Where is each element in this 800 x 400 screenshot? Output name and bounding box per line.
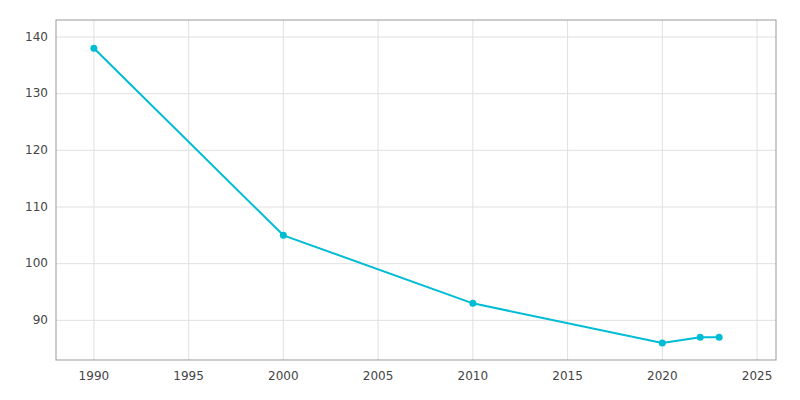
marker: [469, 300, 476, 307]
y-grid-line: [56, 150, 776, 151]
x-tick-label: 2005: [363, 369, 394, 383]
y-tick-label: 130: [25, 86, 48, 100]
x-grid-line: [567, 20, 568, 360]
line: [94, 48, 719, 343]
y-grid-line: [56, 320, 776, 321]
chart-svg: 90 100 110 120 130 140 1990 1995 2000 2005 2010 201…: [0, 0, 800, 400]
plot-frame: [56, 20, 776, 360]
page: {"chart_data": {"type": "line", "x": [19…: [0, 0, 800, 400]
x-tick-label: 1990: [79, 369, 110, 383]
y-grid-line: [56, 263, 776, 264]
marker: [90, 45, 97, 52]
y-tick-label: 90: [33, 313, 48, 327]
x-tick-label: 2025: [742, 369, 773, 383]
y-tick-label: 100: [25, 256, 48, 270]
marker: [716, 334, 723, 341]
y-tick-label: 140: [25, 30, 48, 44]
x-tick-label: 1995: [173, 369, 204, 383]
x-grid-line: [662, 20, 663, 360]
x-tick-label: 2000: [268, 369, 299, 383]
y-grid-line: [56, 93, 776, 94]
x-grid-line: [378, 20, 379, 360]
x-grid-line: [757, 20, 758, 360]
x-grid-line: [188, 20, 189, 360]
axes: 90 100 110 120 130 140 1990 1995 2000 2005 2010 201…: [25, 20, 776, 383]
marker: [659, 340, 666, 347]
y-tick-label: 110: [25, 200, 48, 214]
y-grid-line: [56, 207, 776, 208]
x-tick-label: 2010: [458, 369, 489, 383]
x-tick-label: 2020: [647, 369, 678, 383]
y-grid-line: [56, 37, 776, 38]
series: [90, 45, 722, 347]
chart-container: 90 100 110 120 130 140 1990 1995 2000 2005 2010 201…: [0, 0, 800, 400]
grid: [56, 20, 776, 360]
x-grid-line: [93, 20, 94, 360]
marker: [697, 334, 704, 341]
x-tick-label: 2015: [552, 369, 583, 383]
x-grid-line: [283, 20, 284, 360]
y-tick-label: 120: [25, 143, 48, 157]
x-grid-line: [472, 20, 473, 360]
marker: [280, 232, 287, 239]
